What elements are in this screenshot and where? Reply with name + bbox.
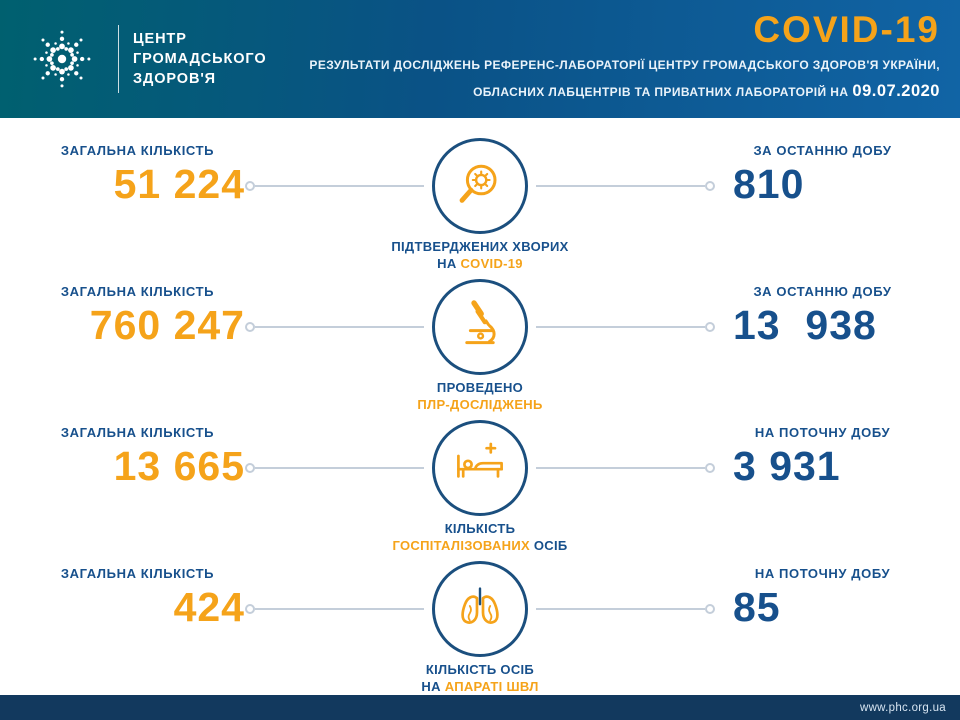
connector-left bbox=[245, 553, 424, 665]
daily-value: 810 bbox=[733, 161, 805, 207]
stats-body: ЗАГАЛЬНА КІЛЬКІСТЬ 51 224 bbox=[0, 118, 960, 695]
total-value: 424 bbox=[173, 584, 245, 630]
total-label: ЗАГАЛЬНА КІЛЬКІСТЬ bbox=[60, 566, 215, 581]
row-confirmed-cases: ЗАГАЛЬНА КІЛЬКІСТЬ 51 224 bbox=[0, 130, 960, 271]
caption-line2-orange: COVID-19 bbox=[460, 255, 523, 271]
connector-line bbox=[255, 608, 424, 610]
total-label: ЗАГАЛЬНА КІЛЬКІСТЬ bbox=[60, 284, 215, 299]
connector-right bbox=[536, 412, 715, 524]
total-stat: ЗАГАЛЬНА КІЛЬКІСТЬ 51 224 bbox=[30, 130, 245, 207]
total-stat: ЗАГАЛЬНА КІЛЬКІСТЬ 13 665 bbox=[30, 412, 245, 489]
org-name: ЦЕНТР ГРОМАДСЬКОГО ЗДОРОВ'Я bbox=[133, 29, 267, 90]
row-caption: ПІДТВЕРДЖЕНИХ ХВОРИХ НА COVID-19 bbox=[391, 239, 568, 272]
subtitle-line1: РЕЗУЛЬТАТИ ДОСЛІДЖЕНЬ РЕФЕРЕНС-ЛАБОРАТОР… bbox=[309, 58, 940, 73]
lungs-icon bbox=[432, 561, 528, 657]
connector-line bbox=[255, 326, 424, 328]
website-url: www.phc.org.ua bbox=[859, 701, 946, 714]
search-virus-icon bbox=[432, 138, 528, 234]
phc-logo-icon bbox=[33, 30, 91, 88]
page-title: COVID-19 bbox=[753, 9, 940, 51]
caption-line2-orange: АПАРАТІ ШВЛ bbox=[444, 678, 539, 694]
row-caption: КІЛЬКІСТЬ ОСІБ НА АПАРАТІ ШВЛ bbox=[421, 662, 538, 695]
org-name-line3: ЗДОРОВ'Я bbox=[133, 71, 216, 88]
connector-ring bbox=[705, 322, 715, 332]
icon-block: ПРОВЕДЕНО ПЛР-ДОСЛІДЖЕНЬ bbox=[417, 271, 542, 412]
daily-value: 13 938 bbox=[733, 302, 877, 348]
connector-ring bbox=[245, 322, 255, 332]
connector-ring bbox=[705, 463, 715, 473]
org-name-line1: ЦЕНТР bbox=[133, 30, 187, 47]
microscope-icon bbox=[432, 279, 528, 375]
caption-line1: ПРОВЕДЕНО bbox=[436, 380, 524, 395]
connector-ring bbox=[245, 463, 255, 473]
daily-value: 3 931 bbox=[733, 443, 841, 489]
row-caption: ПРОВЕДЕНО ПЛР-ДОСЛІДЖЕНЬ bbox=[417, 380, 542, 413]
connector-left bbox=[245, 412, 424, 524]
row-pcr-tests: ЗАГАЛЬНА КІЛЬКІСТЬ 760 247 bbox=[0, 271, 960, 412]
caption-line2-blue: ОСІБ bbox=[533, 537, 568, 553]
subtitle-line2: ОБЛАСНИХ ЛАБЦЕНТРІВ ТА ПРИВАТНИХ ЛАБОРАТ… bbox=[309, 77, 940, 107]
row-caption: КІЛЬКІСТЬ ГОСПІТАЛІЗОВАНИХ ОСІБ bbox=[392, 521, 567, 554]
daily-value: 85 bbox=[733, 584, 781, 630]
connector-ring bbox=[705, 181, 715, 191]
connector-left bbox=[245, 271, 424, 383]
row-hospitalized: ЗАГАЛЬНА КІЛЬКІСТЬ 13 665 bbox=[0, 412, 960, 553]
logo-block: ЦЕНТР ГРОМАДСЬКОГО ЗДОРОВ'Я bbox=[20, 17, 267, 101]
connector-line bbox=[536, 467, 705, 469]
total-label: ЗАГАЛЬНА КІЛЬКІСТЬ bbox=[60, 425, 215, 440]
row-ventilated: ЗАГАЛЬНА КІЛЬКІСТЬ 424 bbox=[0, 553, 960, 694]
footer: www.phc.org.ua bbox=[0, 695, 960, 720]
total-stat: ЗАГАЛЬНА КІЛЬКІСТЬ 760 247 bbox=[30, 271, 245, 348]
caption-line2-blue: НА bbox=[421, 678, 441, 694]
connector-right bbox=[536, 271, 715, 383]
daily-stat: НА ПОТОЧНУ ДОБУ 85 bbox=[715, 553, 930, 630]
total-value: 51 224 bbox=[113, 161, 245, 207]
caption-line1: КІЛЬКІСТЬ bbox=[444, 521, 516, 536]
icon-block: КІЛЬКІСТЬ ГОСПІТАЛІЗОВАНИХ ОСІБ bbox=[392, 412, 567, 553]
caption-line2-blue: НА bbox=[437, 255, 457, 271]
daily-stat: ЗА ОСТАННЮ ДОБУ 13 938 bbox=[715, 271, 930, 348]
connector-ring bbox=[705, 604, 715, 614]
connector-left bbox=[245, 130, 424, 242]
org-name-line2: ГРОМАДСЬКОГО bbox=[133, 50, 267, 67]
connector-right bbox=[536, 130, 715, 242]
subtitle-line2-text: ОБЛАСНИХ ЛАБЦЕНТРІВ ТА ПРИВАТНИХ ЛАБОРАТ… bbox=[473, 84, 849, 99]
daily-label: НА ПОТОЧНУ ДОБУ bbox=[754, 425, 891, 440]
caption-line1: ПІДТВЕРДЖЕНИХ ХВОРИХ bbox=[391, 239, 569, 254]
daily-label: ЗА ОСТАННЮ ДОБУ bbox=[753, 143, 892, 158]
connector-line bbox=[536, 326, 705, 328]
hospital-bed-icon bbox=[432, 420, 528, 516]
header: ЦЕНТР ГРОМАДСЬКОГО ЗДОРОВ'Я COVID-19 РЕЗ… bbox=[0, 0, 960, 118]
total-stat: ЗАГАЛЬНА КІЛЬКІСТЬ 424 bbox=[30, 553, 245, 630]
icon-block: ПІДТВЕРДЖЕНИХ ХВОРИХ НА COVID-19 bbox=[391, 130, 568, 271]
logo-separator bbox=[118, 25, 119, 93]
caption-line1: КІЛЬКІСТЬ ОСІБ bbox=[425, 662, 535, 677]
report-date: 09.07.2020 bbox=[852, 81, 940, 100]
connector-right bbox=[536, 553, 715, 665]
connector-line bbox=[536, 185, 705, 187]
caption-line2-orange: ПЛР-ДОСЛІДЖЕНЬ bbox=[417, 396, 543, 412]
connector-ring bbox=[245, 181, 255, 191]
total-label: ЗАГАЛЬНА КІЛЬКІСТЬ bbox=[60, 143, 215, 158]
connector-line bbox=[255, 185, 424, 187]
header-right: COVID-19 РЕЗУЛЬТАТИ ДОСЛІДЖЕНЬ РЕФЕРЕНС-… bbox=[309, 11, 940, 106]
icon-block: КІЛЬКІСТЬ ОСІБ НА АПАРАТІ ШВЛ bbox=[421, 553, 538, 694]
daily-label: НА ПОТОЧНУ ДОБУ bbox=[754, 566, 891, 581]
daily-stat: НА ПОТОЧНУ ДОБУ 3 931 bbox=[715, 412, 930, 489]
connector-ring bbox=[245, 604, 255, 614]
total-value: 13 665 bbox=[113, 443, 245, 489]
connector-line bbox=[255, 467, 424, 469]
caption-line2-orange: ГОСПІТАЛІЗОВАНИХ bbox=[392, 537, 530, 553]
total-value: 760 247 bbox=[89, 302, 245, 348]
daily-stat: ЗА ОСТАННЮ ДОБУ 810 bbox=[715, 130, 930, 207]
connector-line bbox=[536, 608, 705, 610]
daily-label: ЗА ОСТАННЮ ДОБУ bbox=[753, 284, 892, 299]
